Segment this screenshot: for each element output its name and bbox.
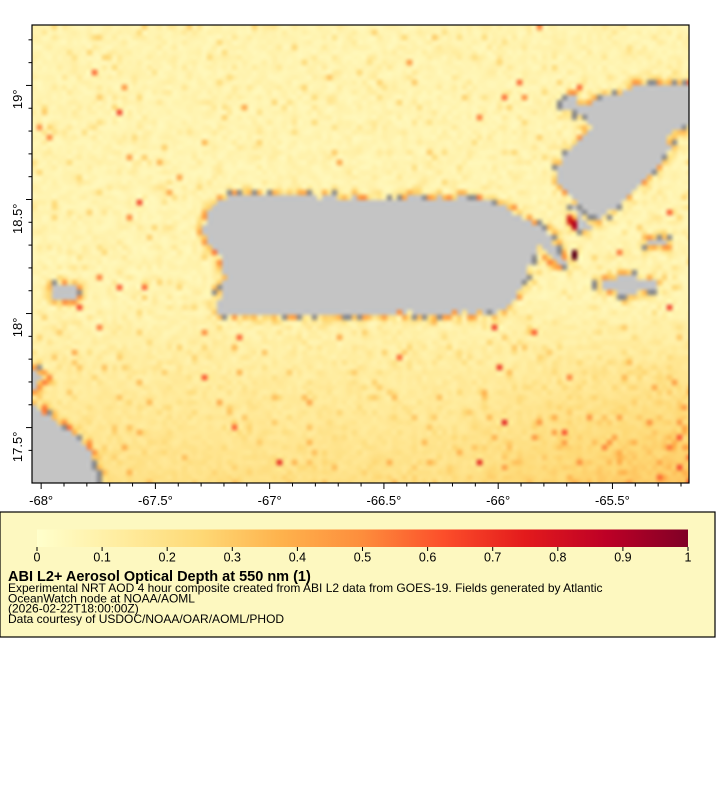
svg-text:18°: 18° <box>10 318 25 338</box>
svg-text:-68°: -68° <box>29 493 53 508</box>
svg-text:18.5°: 18.5° <box>10 203 25 234</box>
svg-text:0.3: 0.3 <box>224 551 241 565</box>
svg-text:-66.5°: -66.5° <box>367 493 402 508</box>
svg-text:-67.5°: -67.5° <box>138 493 173 508</box>
svg-text:-66°: -66° <box>486 493 510 508</box>
svg-text:Data courtesy of USDOC/NOAA/OA: Data courtesy of USDOC/NOAA/OAR/AOML/PHO… <box>8 612 284 626</box>
svg-text:0.8: 0.8 <box>549 551 566 565</box>
svg-text:-67°: -67° <box>258 493 282 508</box>
svg-text:0.5: 0.5 <box>354 551 371 565</box>
svg-text:19°: 19° <box>10 89 25 109</box>
svg-text:0: 0 <box>34 551 41 565</box>
svg-text:0.1: 0.1 <box>93 551 110 565</box>
svg-text:17.5°: 17.5° <box>10 432 25 463</box>
svg-text:0.6: 0.6 <box>419 551 436 565</box>
svg-text:0.2: 0.2 <box>159 551 176 565</box>
svg-text:0.7: 0.7 <box>484 551 501 565</box>
svg-text:0.4: 0.4 <box>289 551 306 565</box>
svg-text:-65.5°: -65.5° <box>595 493 630 508</box>
svg-text:1: 1 <box>685 551 692 565</box>
svg-text:0.9: 0.9 <box>614 551 631 565</box>
